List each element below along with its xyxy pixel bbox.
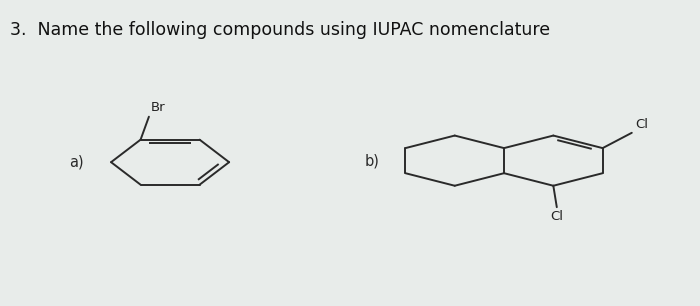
Text: Cl: Cl <box>636 118 648 131</box>
Text: a): a) <box>69 155 84 170</box>
Text: Br: Br <box>151 101 166 114</box>
Text: Cl: Cl <box>550 210 564 223</box>
Text: b): b) <box>365 153 379 168</box>
Text: 3.  Name the following compounds using IUPAC nomenclature: 3. Name the following compounds using IU… <box>10 21 550 39</box>
